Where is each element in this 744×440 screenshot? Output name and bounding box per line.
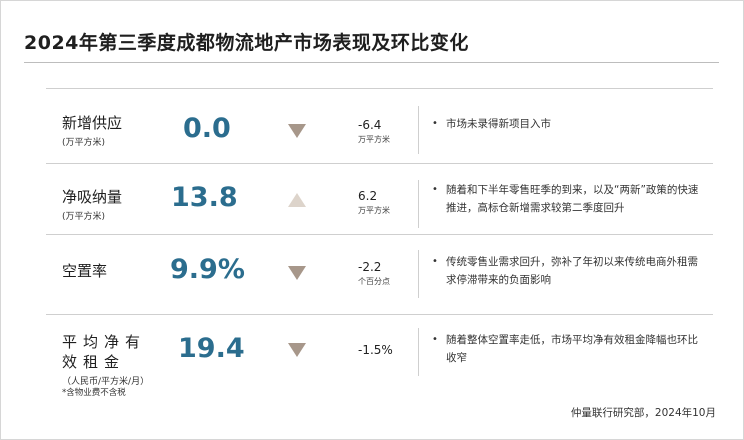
change-value-supply: -6.4	[358, 118, 382, 132]
column-divider	[418, 180, 419, 228]
change-value-absorption: 6.2	[358, 189, 378, 203]
row-divider	[46, 88, 713, 89]
page-title: 2024年第三季度成都物流地产市场表现及环比变化	[24, 32, 469, 54]
metric-label-supply: 新增供应	[62, 114, 123, 132]
change-unit-vacancy: 个百分点	[358, 277, 390, 286]
metric-value-absorption: 13.8	[171, 182, 238, 213]
comment-supply: 市场未录得新项目入市	[446, 118, 551, 130]
row-divider	[46, 163, 713, 164]
metric-value-vacancy: 9.9%	[170, 254, 245, 285]
comment-rent: 随着整体空置率走低，市场平均净有效租金降幅也环比收窄	[446, 334, 698, 364]
comment-absorption: 随着和下半年零售旺季的到来，以及“两新”政策的快速推进，高标仓新增需求较第二季度…	[446, 184, 699, 214]
column-divider	[418, 250, 419, 298]
metric-unit-supply: (万平方米)	[62, 138, 106, 148]
metric-note-rent: *含物业费不含税	[62, 388, 126, 398]
title-divider	[24, 62, 719, 63]
metric-unit-absorption: (万平方米)	[62, 212, 106, 222]
bullet-icon: •	[432, 334, 438, 345]
column-divider	[418, 106, 419, 154]
metric-value-supply: 0.0	[183, 113, 231, 144]
metric-label-vacancy: 空置率	[62, 262, 108, 280]
triangle-down-icon	[288, 124, 306, 138]
row-divider	[46, 314, 713, 315]
metric-label-absorption: 净吸纳量	[62, 188, 123, 206]
comment-vacancy: 传统零售业需求回升，弥补了年初以来传统电商外租需求停滞带来的负面影响	[446, 256, 698, 286]
metric-label-rent: 平均净有效租金	[62, 333, 147, 371]
metric-unit-rent: （人民币/平方米/月）	[62, 377, 150, 387]
source-note: 仲量联行研究部，2024年10月	[570, 407, 716, 419]
change-value-rent: -1.5%	[358, 343, 393, 357]
bullet-icon: •	[432, 118, 438, 129]
bullet-icon: •	[432, 184, 438, 195]
triangle-up-icon	[288, 193, 306, 207]
triangle-down-icon	[288, 266, 306, 280]
change-unit-supply: 万平方米	[358, 135, 390, 144]
triangle-down-icon	[288, 343, 306, 357]
row-divider	[46, 234, 713, 235]
metric-value-rent: 19.4	[178, 333, 245, 364]
change-unit-absorption: 万平方米	[358, 206, 390, 215]
column-divider	[418, 328, 419, 376]
change-value-vacancy: -2.2	[358, 260, 382, 274]
bullet-icon: •	[432, 256, 438, 267]
